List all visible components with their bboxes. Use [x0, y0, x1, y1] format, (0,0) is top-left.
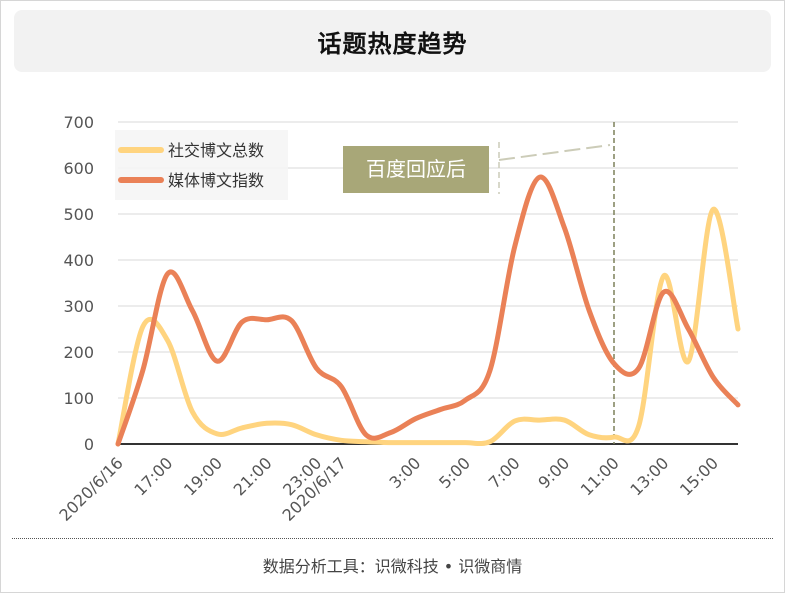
x-tick-label: 9:00	[534, 453, 573, 492]
footer-source: 数据分析工具：识微科技 • 识微商情	[262, 557, 523, 576]
series-line-1	[115, 206, 741, 447]
y-tick-label: 400	[63, 251, 94, 270]
x-tick-label: 21:00	[230, 453, 276, 499]
x-tick-label: 15:00	[676, 453, 722, 499]
annotation-box	[343, 146, 489, 193]
chart-title: 话题热度趋势	[317, 29, 468, 58]
legend-label: 媒体博文指数	[168, 171, 264, 190]
legend-label: 社交博文总数	[168, 141, 264, 160]
x-tick-label: 3:00	[386, 453, 425, 492]
annotation-label: 百度回应后	[366, 157, 466, 181]
y-tick-label: 500	[63, 205, 94, 224]
y-tick-label: 300	[63, 297, 94, 316]
x-tick-label: 17:00	[130, 453, 176, 499]
x-tick-label: 13:00	[626, 453, 672, 499]
x-tick-label: 11:00	[577, 453, 623, 499]
footer-divider	[12, 538, 773, 539]
y-tick-label: 200	[63, 343, 94, 362]
y-tick-label: 100	[63, 389, 94, 408]
x-tick-label: 2020/6/16	[55, 453, 126, 524]
y-tick-label: 700	[63, 113, 94, 132]
y-tick-label: 0	[84, 435, 94, 454]
x-tick-label: 19:00	[180, 453, 226, 499]
x-tick-label: 5:00	[435, 453, 474, 492]
y-tick-label: 600	[63, 159, 94, 178]
x-tick-label: 7:00	[485, 453, 524, 492]
series-line-2	[115, 174, 741, 447]
legend-box	[115, 130, 288, 200]
annotation-connector	[498, 144, 611, 161]
title-bar: 话题热度趋势	[14, 10, 771, 72]
